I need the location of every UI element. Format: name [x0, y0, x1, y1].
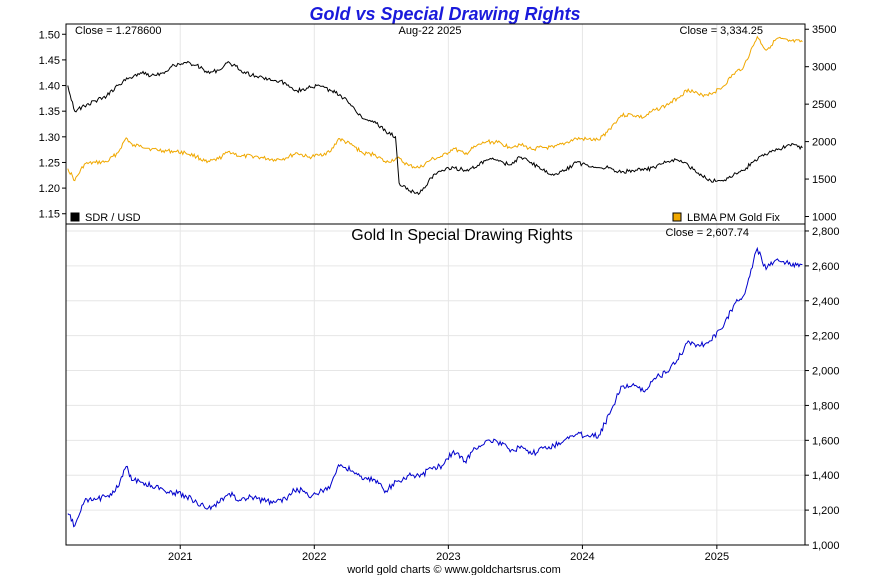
x-tick-label: 2021	[168, 551, 192, 563]
left-y-tick-label: 1.25	[39, 157, 60, 169]
left-y-tick-label: 1.35	[39, 106, 60, 118]
sdr-close-label: Close = 1.278600	[75, 25, 162, 37]
gold-in-sdr-line	[67, 246, 803, 528]
bottom-y-tick-label: 1,800	[812, 400, 840, 412]
footer-credit: world gold charts © www.goldchartsrus.co…	[346, 564, 561, 575]
x-tick-label: 2023	[436, 551, 460, 563]
left-y-tick-label: 1.15	[39, 209, 60, 221]
series-layer	[67, 35, 803, 528]
gold-sdr-close-label: Close = 2,607.74	[666, 227, 749, 239]
left-y-tick-label: 1.30	[39, 132, 60, 144]
right-y-tick-label: 3500	[812, 24, 836, 36]
gold-close-label: Close = 3,334.25	[680, 25, 763, 37]
bottom-y-tick-label: 1,200	[812, 505, 840, 517]
bottom-y-tick-label: 2,200	[812, 331, 840, 343]
bottom-y-tick-label: 1,600	[812, 435, 840, 447]
left-y-tick-label: 1.45	[39, 55, 60, 67]
date-label: Aug-22 2025	[399, 25, 462, 37]
bottom-y-tick-label: 2,800	[812, 226, 840, 238]
right-y-tick-label: 3000	[812, 62, 836, 74]
bottom-panel-title: Gold In Special Drawing Rights	[351, 227, 572, 244]
gold-legend-swatch	[672, 212, 682, 222]
right-y-tick-label: 1500	[812, 174, 836, 186]
bottom-y-tick-label: 1,400	[812, 470, 840, 482]
chart-title: Gold vs Special Drawing Rights	[309, 4, 580, 24]
top-panel-grid: 1.15 1.20 1.25 1.30 1.35 1.40 1.45 1.50 1000 1500…	[39, 24, 836, 224]
x-tick-label: 2025	[705, 551, 729, 563]
sdr-legend-swatch	[70, 212, 80, 222]
bottom-y-tick-label: 2,400	[812, 296, 840, 308]
gold-legend-label: LBMA PM Gold Fix	[687, 212, 780, 224]
bottom-y-tick-label: 1,000	[812, 540, 840, 552]
bottom-panel-frame	[65, 223, 806, 546]
gold-price-line	[67, 35, 803, 182]
right-y-tick-label: 2000	[812, 137, 836, 149]
right-y-tick-label: 1000	[812, 212, 836, 224]
right-y-tick-label: 2500	[812, 99, 836, 111]
left-y-tick-label: 1.40	[39, 81, 60, 93]
sdr-legend-label: SDR / USD	[85, 212, 141, 224]
left-y-tick-label: 1.50	[39, 29, 60, 41]
bottom-y-tick-label: 2,600	[812, 261, 840, 273]
sdr-usd-line	[67, 60, 803, 196]
x-tick-label: 2022	[302, 551, 326, 563]
left-y-tick-label: 1.20	[39, 183, 60, 195]
bottom-y-tick-label: 2,000	[812, 366, 840, 378]
x-tick-label: 2024	[570, 551, 594, 563]
